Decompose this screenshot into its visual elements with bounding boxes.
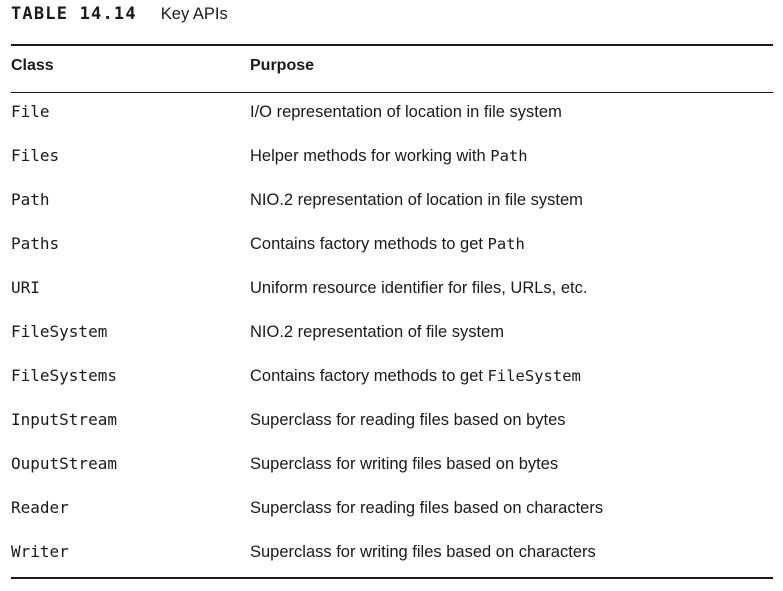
cell-class: InputStream bbox=[11, 410, 117, 429]
cell-purpose: Helper methods for working with Path bbox=[250, 145, 528, 167]
cell-purpose: Superclass for reading files based on by… bbox=[250, 409, 566, 431]
purpose-text: Uniform resource identifier for files, U… bbox=[250, 279, 588, 297]
table-title: Key APIs bbox=[160, 5, 228, 23]
purpose-text: Superclass for writing files based on ch… bbox=[250, 543, 596, 561]
table-row: URI Uniform resource identifier for file… bbox=[11, 277, 773, 321]
purpose-text: Contains factory methods to get bbox=[250, 235, 488, 253]
cell-class: Writer bbox=[11, 542, 69, 561]
table-body: File I/O representation of location in f… bbox=[11, 101, 773, 585]
cell-class: Reader bbox=[11, 498, 69, 517]
cell-class: FileSystems bbox=[11, 366, 117, 385]
table-row: InputStream Superclass for reading files… bbox=[11, 409, 773, 453]
cell-class: OuputStream bbox=[11, 454, 117, 473]
table-row: Path NIO.2 representation of location in… bbox=[11, 189, 773, 233]
table-row: OuputStream Superclass for writing files… bbox=[11, 453, 773, 497]
purpose-text: Superclass for writing files based on by… bbox=[250, 455, 559, 473]
table-row: Reader Superclass for reading files base… bbox=[11, 497, 773, 541]
cell-class: Files bbox=[11, 146, 60, 165]
table-row: Paths Contains factory methods to get Pa… bbox=[11, 233, 773, 277]
purpose-text: Contains factory methods to get bbox=[250, 367, 488, 385]
purpose-text: Helper methods for working with bbox=[250, 147, 491, 165]
cell-purpose: Superclass for reading files based on ch… bbox=[250, 497, 603, 519]
purpose-text: Superclass for reading files based on by… bbox=[250, 411, 566, 429]
purpose-text: I/O representation of location in file s… bbox=[250, 103, 562, 121]
purpose-text: NIO.2 representation of location in file… bbox=[250, 191, 583, 209]
cell-class: Paths bbox=[11, 234, 60, 253]
header-class: Class bbox=[11, 57, 54, 74]
cell-purpose: Contains factory methods to get Path bbox=[250, 233, 525, 255]
table-header-row: Class Purpose bbox=[11, 57, 773, 81]
cell-purpose: Contains factory methods to get FileSyst… bbox=[250, 365, 581, 387]
table-row: FileSystems Contains factory methods to … bbox=[11, 365, 773, 409]
table-row: File I/O representation of location in f… bbox=[11, 101, 773, 145]
cell-class: File bbox=[11, 102, 50, 121]
cell-class: URI bbox=[11, 278, 40, 297]
cell-purpose: Superclass for writing files based on ch… bbox=[250, 541, 596, 563]
cell-purpose: NIO.2 representation of location in file… bbox=[250, 189, 583, 211]
header-purpose: Purpose bbox=[250, 57, 315, 74]
purpose-code: Path bbox=[490, 147, 528, 165]
purpose-code: FileSystem bbox=[487, 367, 581, 385]
table-header-rule bbox=[11, 92, 773, 93]
table-bottom-rule bbox=[11, 577, 773, 579]
purpose-code: Path bbox=[487, 235, 525, 253]
cell-purpose: I/O representation of location in file s… bbox=[250, 101, 562, 123]
cell-class: FileSystem bbox=[11, 322, 108, 341]
table-top-rule bbox=[11, 44, 773, 46]
cell-purpose: Superclass for writing files based on by… bbox=[250, 453, 558, 475]
cell-purpose: Uniform resource identifier for files, U… bbox=[250, 277, 587, 299]
table-row: Writer Superclass for writing files base… bbox=[11, 541, 773, 585]
cell-class: Path bbox=[11, 190, 50, 209]
cell-purpose: NIO.2 representation of file system bbox=[250, 321, 504, 343]
table-row: FileSystem NIO.2 representation of file … bbox=[11, 321, 773, 365]
table-caption: TABLE 14.14 Key APIs bbox=[11, 4, 228, 28]
purpose-text: NIO.2 representation of file system bbox=[250, 323, 505, 341]
table-row: Files Helper methods for working with Pa… bbox=[11, 145, 773, 189]
purpose-text: Superclass for reading files based on ch… bbox=[250, 499, 604, 517]
table-number: TABLE 14.14 bbox=[11, 4, 137, 24]
